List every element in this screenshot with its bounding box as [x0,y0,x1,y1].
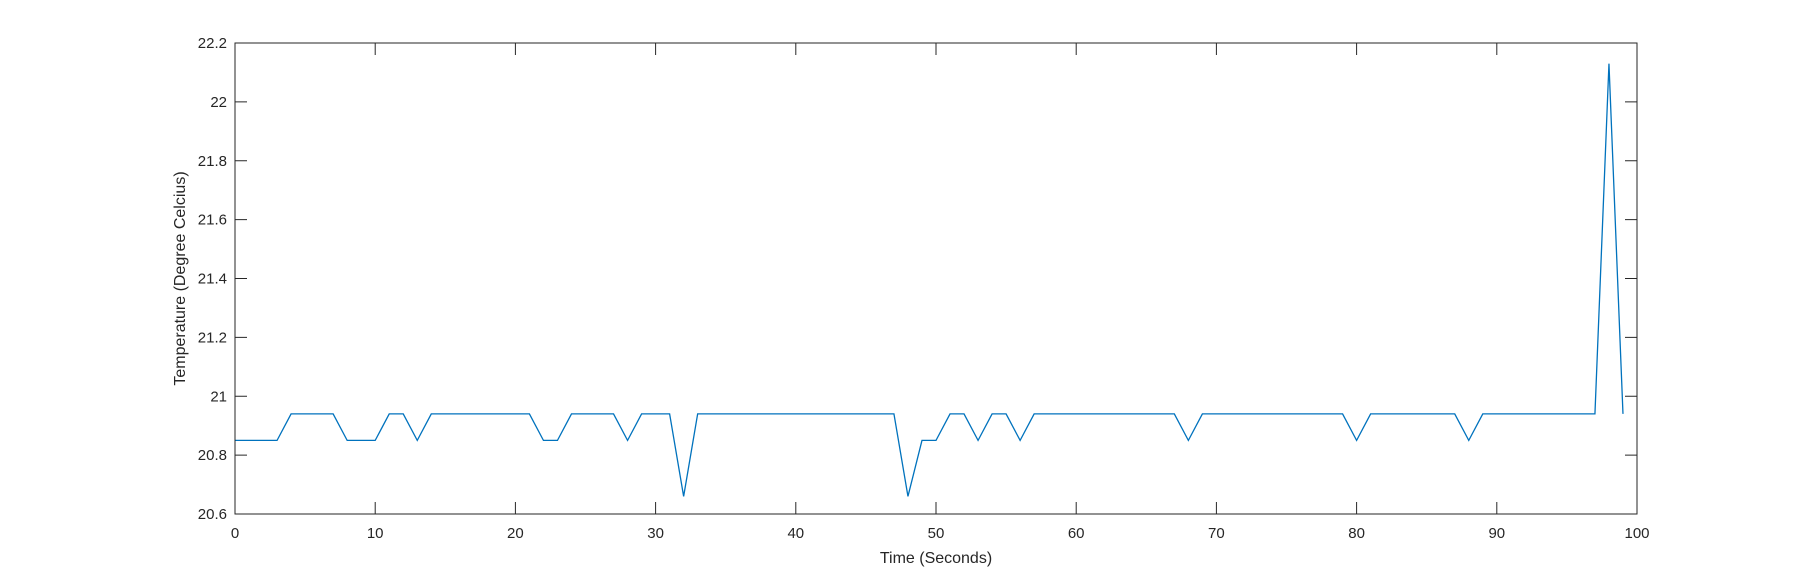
x-tick-label: 60 [1068,525,1085,542]
y-tick-label: 21 [210,388,227,405]
y-tick-label: 21.8 [198,153,227,170]
y-tick-label: 21.6 [198,212,227,229]
series-line [235,63,1624,497]
x-tick-label: 70 [1208,525,1225,542]
x-tick-label: 50 [928,525,945,542]
chart-marks [235,63,1624,497]
x-axis-title: Time (Seconds) [880,550,992,567]
x-tick-label: 30 [647,525,664,542]
x-tick-label: 0 [231,525,239,542]
x-tick-label: 90 [1488,525,1505,542]
y-tick-label: 21.2 [198,329,227,346]
x-tick-label: 40 [787,525,804,542]
x-tick-label: 80 [1348,525,1365,542]
x-tick-label: 10 [367,525,384,542]
x-tick-label: 20 [507,525,524,542]
x-axis: 0 10 20 30 40 50 60 70 80 90 100 [231,43,1650,542]
y-tick-label: 22 [210,94,227,111]
plot-area [235,43,1637,514]
y-tick-label: 20.6 [198,506,227,523]
y-tick-label: 20.8 [198,447,227,464]
y-axis-title: Temperature (Degree Celcius) [172,171,189,385]
y-tick-label: 21.4 [198,271,227,288]
y-axis: 20.6 20.8 21 21.2 21.4 21.6 21.8 22 22.2 [198,35,1637,523]
y-tick-label: 22.2 [198,35,227,52]
x-tick-label: 100 [1624,525,1649,542]
